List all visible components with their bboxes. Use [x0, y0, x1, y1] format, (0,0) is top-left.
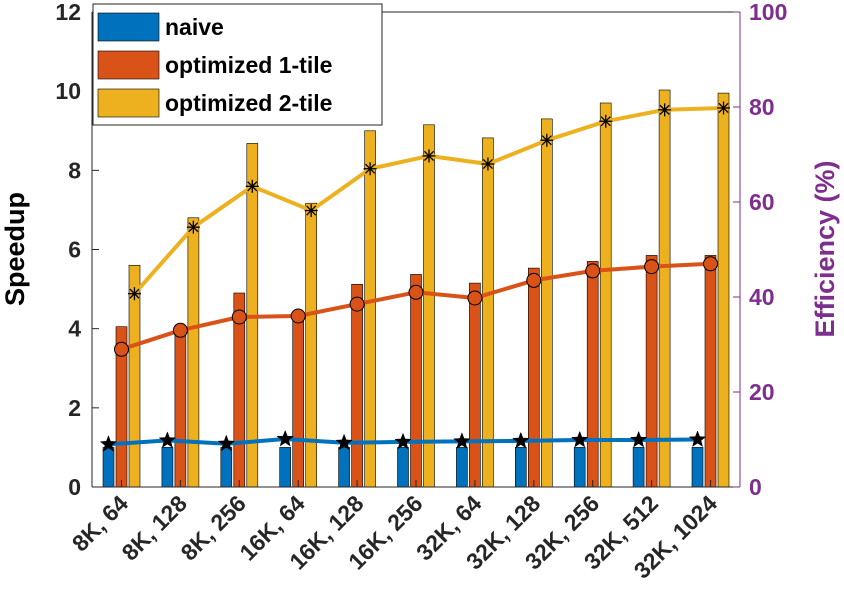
- efficiency-marker-1-11: [688, 430, 707, 447]
- left-tick-label-1: 0: [68, 474, 81, 500]
- efficiency-marker-2-11: [703, 256, 718, 272]
- right-tick-label-5: 80: [749, 94, 775, 120]
- bar-1-8: [514, 447, 527, 488]
- x-tick-label-3: 8K, 256: [175, 490, 250, 565]
- left-tick-label-5: 8: [68, 157, 81, 183]
- efficiency-marker-1-2: [158, 431, 177, 448]
- bar-2-8: [527, 267, 540, 488]
- bar-3-6: [423, 124, 435, 488]
- efficiency-marker-1-7: [453, 432, 471, 449]
- bar-2-6: [410, 274, 422, 488]
- bar-2-11: [704, 255, 717, 488]
- legend: naive optimized 1-tile optimized 2-tile: [92, 3, 383, 126]
- bar-2-10: [645, 255, 658, 488]
- right-tick-label-6: 100: [749, 0, 787, 25]
- bar-3-8: [540, 118, 553, 488]
- left-tick-label-6: 10: [55, 78, 81, 104]
- efficiency-marker-3-7: [481, 157, 495, 171]
- bar-3-9: [599, 102, 612, 488]
- efficiency-marker-3-4: [304, 204, 318, 218]
- efficiency-marker-2-6: [408, 284, 424, 300]
- efficiency-marker-3-1: [127, 287, 141, 301]
- efficiency-marker-2-1: [114, 341, 129, 357]
- right-axis-ticks: 0 20 40 60 80 100: [733, 0, 787, 500]
- legend-label-3: optimized 2-tile: [165, 90, 332, 116]
- legend-swatch-3: [97, 88, 160, 118]
- bar-3-4: [305, 202, 318, 488]
- efficiency-marker-3-9: [599, 114, 613, 128]
- right-tick-label-2: 20: [749, 379, 775, 405]
- bar-1-9: [573, 447, 586, 488]
- efficiency-marker-1-4: [276, 429, 294, 447]
- efficiency-marker-3-3: [245, 179, 259, 193]
- efficiency-marker-1-3: [217, 434, 236, 452]
- left-tick-label-2: 2: [68, 395, 81, 421]
- left-tick-label-4: 6: [68, 237, 81, 263]
- efficiency-marker-2-9: [585, 263, 601, 279]
- bar-2-4: [292, 312, 305, 488]
- bar-3-11: [717, 92, 730, 488]
- efficiency-marker-3-10: [658, 103, 672, 117]
- legend-label-2: optimized 1-tile: [165, 52, 332, 78]
- efficiency-marker-1-1: [99, 435, 118, 452]
- legend-label-1: naive: [165, 14, 224, 40]
- left-tick-label-7: 12: [55, 0, 81, 25]
- bar-1-10: [632, 447, 645, 488]
- bar-2-5: [351, 283, 363, 488]
- efficiency-marker-1-10: [629, 430, 648, 448]
- efficiency-marker-2-10: [644, 259, 660, 275]
- x-tick-label-2: 8K, 128: [117, 490, 192, 565]
- bar-1-11: [691, 447, 704, 488]
- left-tick-label-3: 4: [68, 316, 81, 342]
- bar-1-5: [338, 447, 350, 488]
- bar-3-2: [187, 217, 200, 488]
- efficiency-marker-3-5: [363, 162, 377, 176]
- y2-axis-title: Efficiency (%): [810, 160, 840, 337]
- y-axis-title: Speedup: [0, 192, 30, 306]
- efficiency-marker-3-11: [717, 101, 731, 115]
- efficiency-marker-2-7: [467, 290, 483, 306]
- bars-layer: [102, 89, 730, 488]
- legend-swatch-1: [97, 12, 160, 42]
- right-tick-label-1: 0: [749, 474, 762, 500]
- efficiency-lines-layer: [99, 101, 731, 452]
- bar-2-9: [586, 261, 599, 488]
- efficiency-marker-3-2: [186, 220, 200, 234]
- efficiency-marker-3-6: [422, 149, 436, 163]
- bar-1-7: [456, 447, 468, 488]
- efficiency-marker-2-5: [349, 296, 365, 312]
- efficiency-marker-2-3: [231, 309, 247, 325]
- efficiency-marker-2-4: [290, 308, 306, 324]
- efficiency-marker-1-6: [394, 432, 412, 450]
- efficiency-marker-1-5: [335, 433, 353, 451]
- bar-1-3: [220, 447, 233, 488]
- bar-3-5: [364, 130, 376, 488]
- right-tick-label-4: 60: [749, 189, 775, 215]
- bar-2-2: [174, 328, 187, 488]
- bar-3-10: [658, 89, 671, 488]
- right-tick-label-3: 40: [749, 284, 775, 310]
- legend-swatch-2: [97, 50, 160, 80]
- bar-1-1: [102, 447, 115, 488]
- efficiency-marker-2-8: [526, 272, 542, 288]
- bar-1-4: [279, 447, 292, 488]
- bar-1-6: [397, 447, 409, 488]
- bar-1-2: [161, 447, 174, 488]
- bar-2-7: [469, 282, 481, 488]
- efficiency-marker-3-8: [540, 133, 554, 147]
- bar-3-7: [482, 137, 494, 488]
- efficiency-marker-1-9: [570, 430, 589, 448]
- efficiency-marker-2-2: [172, 322, 188, 338]
- efficiency-marker-1-8: [512, 431, 530, 449]
- left-axis-ticks: 0 2 4 6 8 10 12: [55, 0, 99, 500]
